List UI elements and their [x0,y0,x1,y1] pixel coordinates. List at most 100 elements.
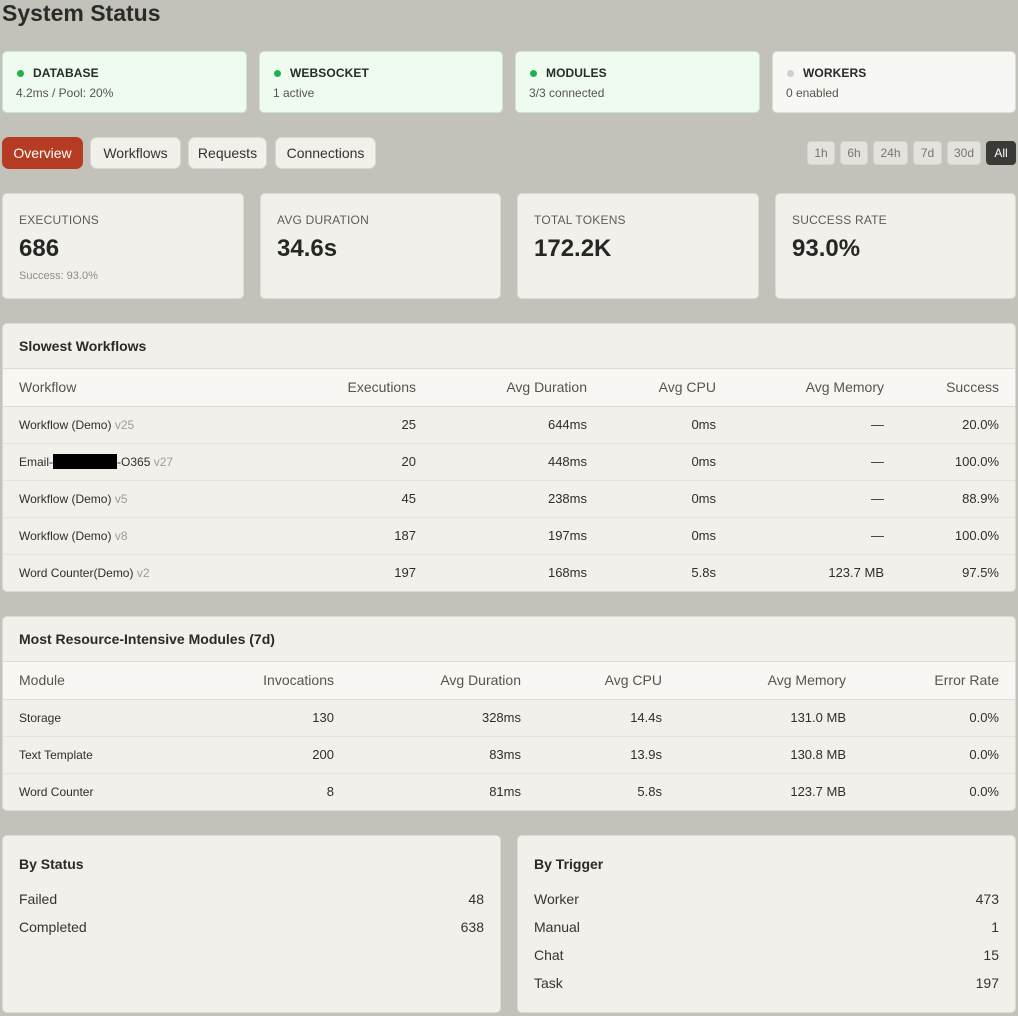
success-cell: 20.0% [900,406,1015,443]
table-row[interactable]: Workflow (Demo) v25 25 644ms 0ms — 20.0% [3,406,1015,443]
column-header[interactable]: Avg Duration [350,662,537,699]
tab-workflows[interactable]: Workflows [90,137,181,169]
status-dot-icon [787,70,794,77]
memory-cell: 131.0 MB [678,699,862,736]
status-card-detail: 3/3 connected [529,86,759,100]
metric-label: SUCCESS RATE [792,213,1015,227]
column-header[interactable]: Avg Memory [678,662,862,699]
invocations-cell: 130 [203,699,350,736]
cpu-cell: 13.9s [537,736,678,773]
workflow-version: v5 [115,492,128,506]
range-6h[interactable]: 6h [840,141,868,165]
list-item-label: Task [534,975,563,991]
workflow-name-suffix: -O365 [117,455,150,469]
column-header[interactable]: Avg Memory [732,369,900,406]
executions-cell: 197 [293,554,432,591]
column-header[interactable]: Executions [293,369,432,406]
error-rate-cell: 0.0% [862,736,1015,773]
column-header[interactable]: Avg Duration [432,369,603,406]
metric-label: AVG DURATION [277,213,500,227]
memory-cell: 123.7 MB [678,773,862,810]
workflow-name-prefix: Email- [19,455,53,469]
metric-total-tokens: TOTAL TOKENS 172.2K [517,193,759,299]
table-row[interactable]: Workflow (Demo) v8 187 197ms 0ms — 100.0… [3,517,1015,554]
column-header[interactable]: Workflow [3,369,293,406]
module-name: Text Template [3,736,203,773]
status-card-name: DATABASE [33,66,99,80]
workflow-version: v25 [115,418,134,432]
list-item-count: 197 [976,975,999,991]
modules-table: Module Invocations Avg Duration Avg CPU … [3,662,1015,810]
status-card-websocket: WEBSOCKET 1 active [259,51,503,113]
success-cell: 88.9% [900,480,1015,517]
list-item-label: Worker [534,891,579,907]
table-row[interactable]: Workflow (Demo) v5 45 238ms 0ms — 88.9% [3,480,1015,517]
memory-cell: — [732,480,900,517]
tab-connections[interactable]: Connections [275,137,376,169]
status-card-modules: MODULES 3/3 connected [515,51,760,113]
table-row[interactable]: Text Template 200 83ms 13.9s 130.8 MB 0.… [3,736,1015,773]
list-item-count: 638 [461,919,484,935]
memory-cell: — [732,406,900,443]
table-row[interactable]: Word Counter(Demo) v2 197 168ms 5.8s 123… [3,554,1015,591]
metric-executions: EXECUTIONS 686 Success: 93.0% [2,193,244,299]
panel-title: Slowest Workflows [3,324,1015,369]
range-1h[interactable]: 1h [807,141,835,165]
list-item-count: 48 [468,891,484,907]
list-item: Completed 638 [19,913,484,941]
executions-cell: 25 [293,406,432,443]
column-header[interactable]: Module [3,662,203,699]
workflow-version: v27 [154,455,173,469]
metric-value: 686 [19,235,243,263]
panel-title: By Trigger [534,856,999,872]
list-item: Task 197 [534,969,999,997]
list-item: Failed 48 [19,885,484,913]
range-7d[interactable]: 7d [913,141,942,165]
memory-cell: — [732,517,900,554]
list-item-label: Completed [19,919,87,935]
metric-value: 93.0% [792,235,1015,263]
column-header[interactable]: Success [900,369,1015,406]
range-30d[interactable]: 30d [947,141,981,165]
column-header[interactable]: Avg CPU [537,662,678,699]
duration-cell: 197ms [432,517,603,554]
tab-overview[interactable]: Overview [2,137,83,169]
list-item: Worker 473 [534,885,999,913]
workflow-name: Workflow (Demo) [19,529,111,543]
duration-cell: 81ms [350,773,537,810]
list-item-label: Failed [19,891,57,907]
status-dot-icon [530,70,537,77]
metric-avg-duration: AVG DURATION 34.6s [260,193,501,299]
error-rate-cell: 0.0% [862,773,1015,810]
status-card-name: MODULES [546,66,607,80]
modules-panel: Most Resource-Intensive Modules (7d) Mod… [2,616,1016,811]
range-24h[interactable]: 24h [873,141,908,165]
memory-cell: 130.8 MB [678,736,862,773]
metric-label: EXECUTIONS [19,213,243,227]
duration-cell: 168ms [432,554,603,591]
table-row[interactable]: Word Counter 8 81ms 5.8s 123.7 MB 0.0% [3,773,1015,810]
executions-cell: 45 [293,480,432,517]
module-name: Storage [3,699,203,736]
table-row[interactable]: Storage 130 328ms 14.4s 131.0 MB 0.0% [3,699,1015,736]
status-card-detail: 0 enabled [786,86,1015,100]
column-header[interactable]: Avg CPU [603,369,732,406]
list-item: Chat 15 [534,941,999,969]
table-row[interactable]: Email- -O365 v27 20 448ms 0ms — 100.0% [3,443,1015,480]
redacted-block [53,454,117,469]
panel-title: Most Resource-Intensive Modules (7d) [3,617,1015,662]
tab-requests[interactable]: Requests [188,137,267,169]
cpu-cell: 0ms [603,517,732,554]
metric-success-rate: SUCCESS RATE 93.0% [775,193,1016,299]
column-header[interactable]: Error Rate [862,662,1015,699]
by-status-panel: By Status Failed 48 Completed 638 [2,835,501,1013]
executions-cell: 187 [293,517,432,554]
status-card-name: WEBSOCKET [290,66,369,80]
range-all[interactable]: All [986,141,1016,165]
status-card-database: DATABASE 4.2ms / Pool: 20% [2,51,247,113]
status-card-detail: 1 active [273,86,502,100]
duration-cell: 238ms [432,480,603,517]
metric-sub: Success: 93.0% [19,270,243,282]
memory-cell: 123.7 MB [732,554,900,591]
column-header[interactable]: Invocations [203,662,350,699]
